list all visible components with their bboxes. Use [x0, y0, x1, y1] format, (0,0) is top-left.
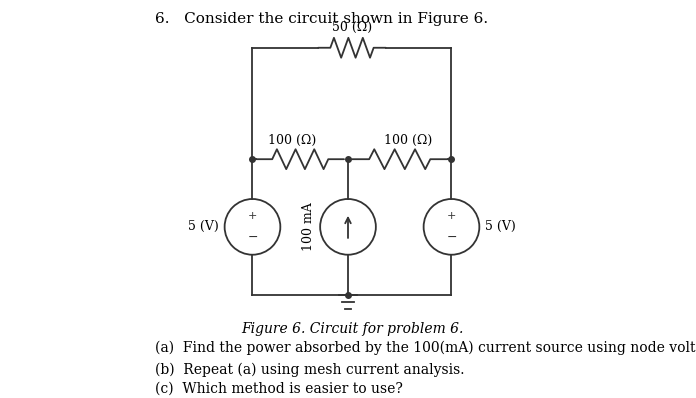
Text: Figure 6. Circuit for problem 6.: Figure 6. Circuit for problem 6. — [241, 322, 463, 336]
Text: +: + — [447, 211, 456, 221]
Text: 5 (V): 5 (V) — [188, 220, 219, 233]
Text: (a)  Find the power absorbed by the 100(mA) current source using node voltage an: (a) Find the power absorbed by the 100(m… — [155, 340, 696, 355]
Text: −: − — [446, 231, 457, 244]
Text: (b)  Repeat (a) using mesh current analysis.: (b) Repeat (a) using mesh current analys… — [155, 362, 464, 377]
Text: +: + — [248, 211, 257, 221]
Text: (c)  Which method is easier to use?: (c) Which method is easier to use? — [155, 382, 403, 396]
Text: 100 mA: 100 mA — [302, 203, 315, 251]
Text: 6.   Consider the circuit shown in Figure 6.: 6. Consider the circuit shown in Figure … — [155, 12, 488, 26]
Text: 100 (Ω): 100 (Ω) — [268, 133, 317, 146]
Text: 5 (V): 5 (V) — [485, 220, 516, 233]
Text: 100 (Ω): 100 (Ω) — [383, 133, 432, 146]
Text: −: − — [247, 231, 258, 244]
Text: 50 (Ω): 50 (Ω) — [332, 21, 372, 34]
